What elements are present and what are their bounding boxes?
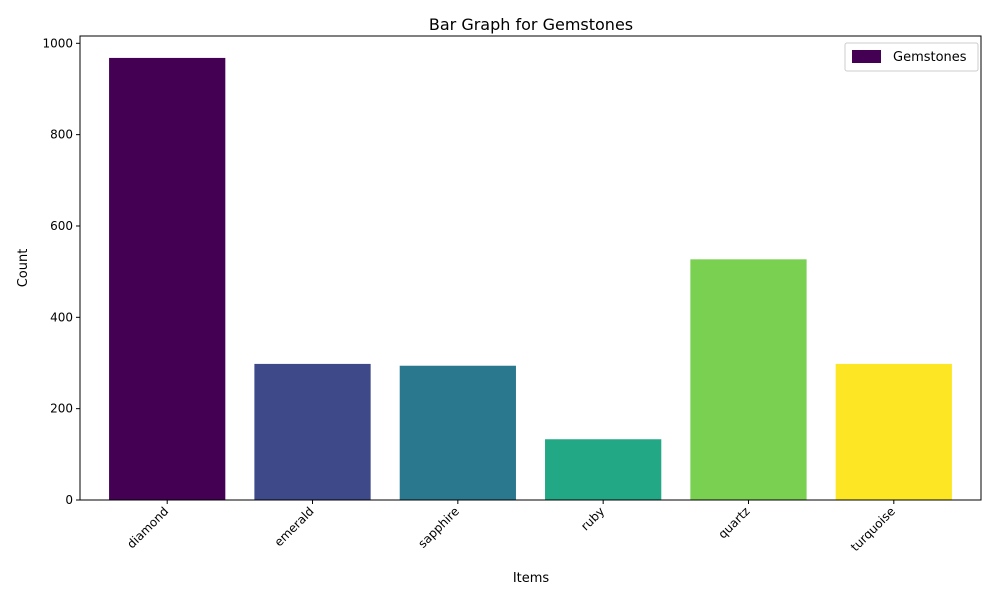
bar-ruby xyxy=(545,439,662,500)
y-tick-label: 800 xyxy=(50,128,73,142)
bar-emerald xyxy=(254,363,371,500)
y-tick-label: 1000 xyxy=(42,36,73,50)
x-tick-label-turquoise: turquoise xyxy=(848,504,898,554)
y-tick-label: 0 xyxy=(65,493,73,507)
bar-turquoise xyxy=(835,363,952,500)
y-ticks-group: 0 200 400 600 800 1000 xyxy=(42,36,80,507)
bar-sapphire xyxy=(399,365,516,500)
chart-title: Bar Graph for Gemstones xyxy=(429,15,633,34)
y-axis-label: Count xyxy=(16,249,31,288)
legend-swatch xyxy=(852,50,881,63)
x-tick-label-diamond: diamond xyxy=(124,504,171,551)
y-tick-label: 400 xyxy=(50,310,73,324)
plot-frame xyxy=(79,35,982,501)
x-axis-label: Items xyxy=(513,571,550,586)
x-ticks-group: diamond emerald sapphire ruby quartz turquois… xyxy=(124,500,898,554)
x-tick-label-quartz: quartz xyxy=(715,504,752,541)
bars-group xyxy=(109,57,952,500)
y-tick-label: 600 xyxy=(50,219,73,233)
bar-diamond xyxy=(109,57,226,500)
legend-label: Gemstones xyxy=(893,50,967,65)
x-tick-label-sapphire: sapphire xyxy=(415,504,462,551)
y-tick-label: 200 xyxy=(50,402,73,416)
x-tick-label-emerald: emerald xyxy=(272,504,317,549)
legend: Gemstones xyxy=(844,42,979,72)
bar-quartz xyxy=(690,259,807,500)
x-tick-label-ruby: ruby xyxy=(578,504,607,533)
